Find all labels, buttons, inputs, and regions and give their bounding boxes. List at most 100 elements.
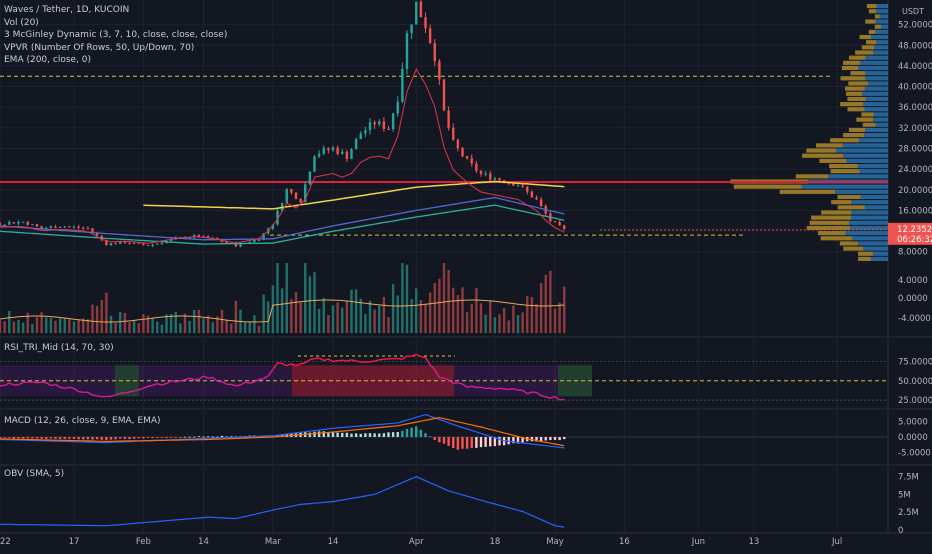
vpvr-bar-down (843, 133, 864, 137)
candle-body (36, 224, 38, 226)
volume-bar (471, 304, 473, 333)
time-tick-label: Feb (136, 537, 151, 547)
candle-body (429, 28, 431, 43)
vpvr-bar-down (849, 128, 865, 132)
price-tick-label: 40.0000 (898, 83, 932, 93)
macd-hist-bar (138, 437, 140, 438)
macd-hist-bar (466, 437, 468, 449)
rsi-line-segment (0, 385, 5, 386)
time-tick-label: Jun (691, 537, 705, 547)
volume-bar (17, 320, 19, 333)
volume-bar (397, 295, 399, 333)
volume-bar (554, 309, 556, 333)
volume-bar (373, 309, 375, 333)
candle-body (286, 189, 288, 203)
volume-bar (40, 312, 42, 333)
indicator-ema[interactable]: EMA (200, close, 0) (4, 54, 227, 67)
volume-bar (64, 318, 66, 333)
macd-hist-bar (202, 437, 204, 438)
volume-bar (360, 299, 362, 333)
vpvr-bar-up (860, 169, 888, 173)
candle-body (114, 243, 116, 244)
vpvr-bar-down (846, 92, 862, 96)
volume-bar (50, 318, 52, 333)
volume-bar (512, 305, 514, 333)
vpvr-bar-up (802, 185, 888, 189)
volume-bar (424, 305, 426, 333)
candle-body (558, 222, 560, 225)
candle-body (378, 121, 380, 124)
indicator-vpvr[interactable]: VPVR (Number Of Rows, 50, Up/Down, 70) (4, 42, 227, 55)
indicator-mcginley[interactable]: 3 McGinley Dynamic (3, 7, 10, close, clo… (4, 29, 227, 42)
vpvr-bar-down (866, 40, 876, 44)
volume-bar (406, 265, 408, 333)
candle-body (82, 228, 84, 229)
vpvr-bar-down (819, 159, 846, 163)
candle-body (475, 164, 477, 171)
volume-bar (434, 283, 436, 333)
candle-body (494, 178, 496, 179)
candle-body (401, 69, 403, 102)
vpvr-bar-up (843, 143, 888, 147)
macd-hist-bar (355, 433, 357, 437)
macd-label[interactable]: MACD (12, 26, close, 9, EMA, EMA) (4, 416, 161, 426)
vpvr-bar-down (867, 4, 877, 8)
price-tick-label: 48.0000 (898, 41, 932, 51)
volume-bar (350, 290, 352, 333)
rsi-line-segment (245, 382, 250, 383)
rsi-line-segment (208, 377, 213, 378)
volume-bar (341, 308, 343, 333)
candle-body (452, 128, 454, 140)
volume-bar (323, 298, 325, 333)
candle-body (346, 152, 348, 159)
volume-bar (8, 311, 10, 333)
candle-body (480, 171, 482, 174)
candle-body (119, 242, 121, 244)
vpvr-bar-down (807, 226, 850, 230)
macd-hist-bar (13, 437, 15, 439)
rsi-line-segment (370, 361, 375, 362)
macd-hist-bar (50, 437, 52, 438)
macd-hist-bar (387, 432, 389, 437)
volume-bar (0, 320, 1, 333)
candle-body (489, 174, 491, 180)
vpvr-bar-down (865, 19, 875, 23)
macd-hist-bar (170, 437, 172, 438)
obv-label[interactable]: OBV (SMA, 5) (4, 469, 64, 479)
vpvr-bar-up (865, 87, 888, 91)
candle-body (364, 130, 366, 133)
volume-bar (286, 263, 288, 333)
vpvr-bar-down (780, 190, 835, 194)
macd-hist-bar (341, 433, 343, 437)
vpvr-bar-up (876, 19, 888, 23)
macd-tick-label: 5.0000 (898, 417, 928, 427)
macd-hist-bar (549, 437, 551, 440)
macd-hist-bar (424, 433, 426, 437)
vpvr-bar-down (843, 61, 860, 65)
candle-body (484, 174, 486, 175)
volume-bar (124, 313, 126, 333)
candle-body (397, 102, 399, 114)
macd-hist-bar (17, 437, 19, 438)
volume-bar (230, 324, 232, 333)
rsi-label[interactable]: RSI_TRI_Mid (14, 70, 30) (4, 343, 114, 353)
candle-body (438, 61, 440, 79)
macd-hist-bar (96, 437, 98, 439)
vpvr-bar-up (858, 66, 888, 70)
volume-bar (438, 279, 440, 333)
volume-bar (415, 288, 417, 333)
indicator-vol[interactable]: Vol (20) (4, 17, 227, 30)
volume-bar (77, 319, 79, 333)
vpvr-bar-down (816, 143, 843, 147)
rsi-line-segment (51, 385, 56, 386)
rsi-line-segment (130, 391, 135, 392)
candle-body (31, 224, 33, 225)
vpvr-bar-down (829, 164, 857, 168)
current-price-label: 12.2352 (897, 225, 932, 235)
candle-body (156, 243, 158, 244)
volume-bar (401, 263, 403, 333)
volume-bar (480, 303, 482, 333)
volume-bar (175, 312, 177, 333)
symbol-title[interactable]: Waves / Tether, 1D, KUCOIN (4, 4, 227, 17)
